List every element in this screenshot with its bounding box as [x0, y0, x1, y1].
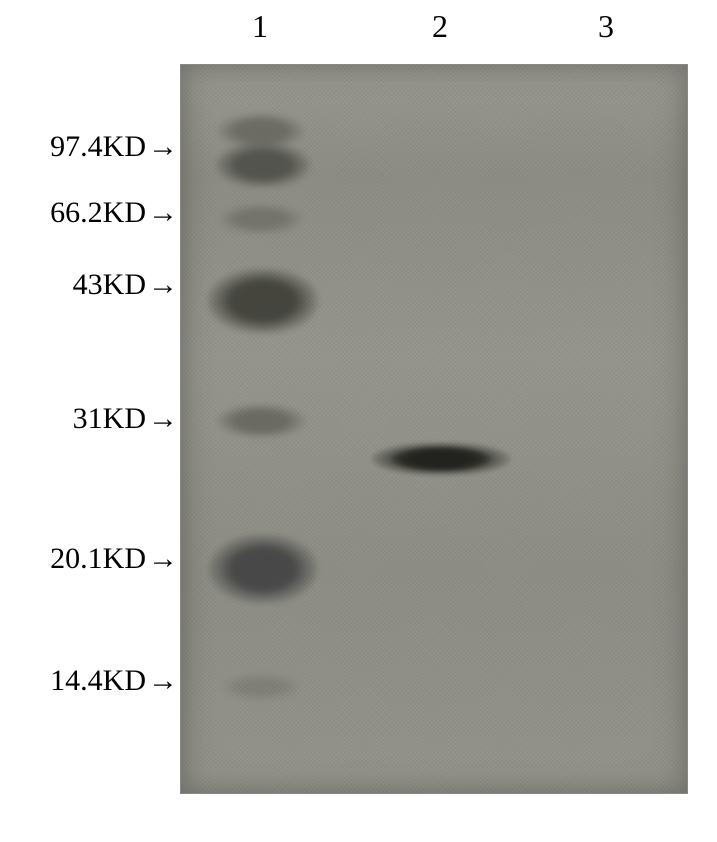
gel-band: [207, 268, 319, 334]
arrow-right-icon: →: [148, 196, 178, 230]
arrow-right-icon: →: [148, 268, 178, 302]
marker-text: 43KD: [73, 268, 146, 302]
gel-image: [180, 64, 688, 794]
gel-band: [215, 142, 311, 188]
lane-label-2: 2: [432, 8, 448, 45]
marker-label-14-4: 14.4KD→: [50, 664, 178, 698]
lane-label-3: 3: [598, 8, 614, 45]
gel-band: [391, 447, 491, 471]
marker-label-20-1: 20.1KD→: [50, 542, 178, 576]
marker-label-97-4: 97.4KD→: [50, 130, 178, 164]
arrow-right-icon: →: [148, 130, 178, 164]
gel-band: [216, 404, 306, 438]
marker-text: 66.2KD: [50, 196, 146, 230]
marker-text: 97.4KD: [50, 130, 146, 164]
gel-band: [219, 204, 303, 234]
arrow-right-icon: →: [148, 542, 178, 576]
gel-band: [221, 674, 301, 700]
arrow-right-icon: →: [148, 402, 178, 436]
lane-label-1: 1: [252, 8, 268, 45]
marker-text: 20.1KD: [50, 542, 146, 576]
marker-text: 14.4KD: [50, 664, 146, 698]
marker-label-43: 43KD→: [73, 268, 178, 302]
arrow-right-icon: →: [148, 664, 178, 698]
marker-text: 31KD: [73, 402, 146, 436]
marker-label-31: 31KD→: [73, 402, 178, 436]
gel-band: [208, 534, 318, 604]
gel-figure: { "figure": { "canvas_width": 717, "canv…: [0, 0, 717, 842]
marker-label-66-2: 66.2KD→: [50, 196, 178, 230]
